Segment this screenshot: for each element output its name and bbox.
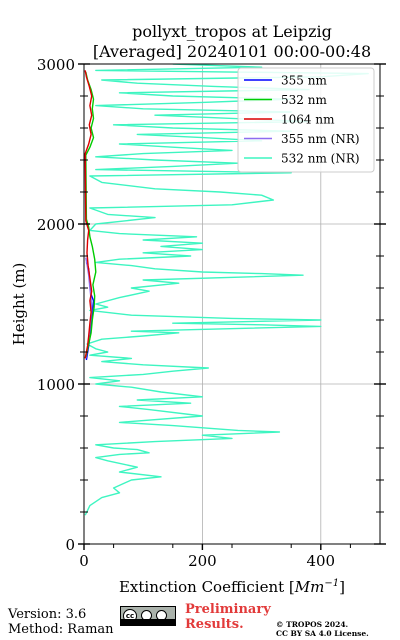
preliminary-text-line2: Results. <box>185 617 244 632</box>
chart-title-line2: [Averaged] 20240101 00:00-00:48 <box>93 42 371 61</box>
legend: 355 nm 532 nm 1064 nm 355 nm (NR) 532 nm (NR… <box>237 67 375 173</box>
legend-label-355-nm: 355 nm <box>281 74 327 88</box>
preliminary-text-line1: Preliminary <box>185 602 271 617</box>
axis-ticks: 0 200 400 0 1000 2000 3000 <box>37 56 386 570</box>
y-tick-label: 3000 <box>37 56 75 74</box>
y-tick-label: 1000 <box>37 376 75 394</box>
cc-license-badge: cc <box>120 606 176 626</box>
x-axis-label-exp: −1 <box>324 578 339 589</box>
cc-badge-strip <box>121 619 175 625</box>
x-axis-label-end: ] <box>339 578 345 596</box>
legend-label-532-nm-nr: 532 nm (NR) <box>281 152 360 166</box>
series-layer <box>84 64 369 516</box>
legend-label-355-nm-nr: 355 nm (NR) <box>281 132 360 146</box>
x-tick-label: 200 <box>188 552 217 570</box>
series-line-532-nm-nr <box>84 64 369 516</box>
x-axis-label-unit: Mm <box>294 578 325 596</box>
legend-label-532-nm: 532 nm <box>281 93 327 107</box>
series-line-532-nm <box>85 71 97 357</box>
copyright-text-line1: © TROPOS 2024. <box>276 620 349 629</box>
legend-box <box>237 67 375 173</box>
x-tick-label: 0 <box>79 552 89 570</box>
version-text: Version: 3.6 <box>8 607 87 622</box>
x-axis-label: Extinction Coefficient [Mm−1] <box>119 578 345 596</box>
x-axis-label-main: Extinction Coefficient [ <box>119 578 295 596</box>
y-tick-label: 2000 <box>37 216 75 234</box>
x-tick-label: 400 <box>306 552 335 570</box>
method-text: Method: Raman <box>8 622 114 637</box>
y-axis-label: Height (m) <box>10 263 28 346</box>
series-line-1064-nm <box>84 70 93 359</box>
chart-title-line1: pollyxt_tropos at Leipzig <box>132 22 332 41</box>
legend-label-1064-nm: 1064 nm <box>281 113 335 127</box>
copyright-text-line2: CC BY SA 4.0 License. <box>276 629 369 638</box>
y-tick-label: 0 <box>65 536 75 554</box>
